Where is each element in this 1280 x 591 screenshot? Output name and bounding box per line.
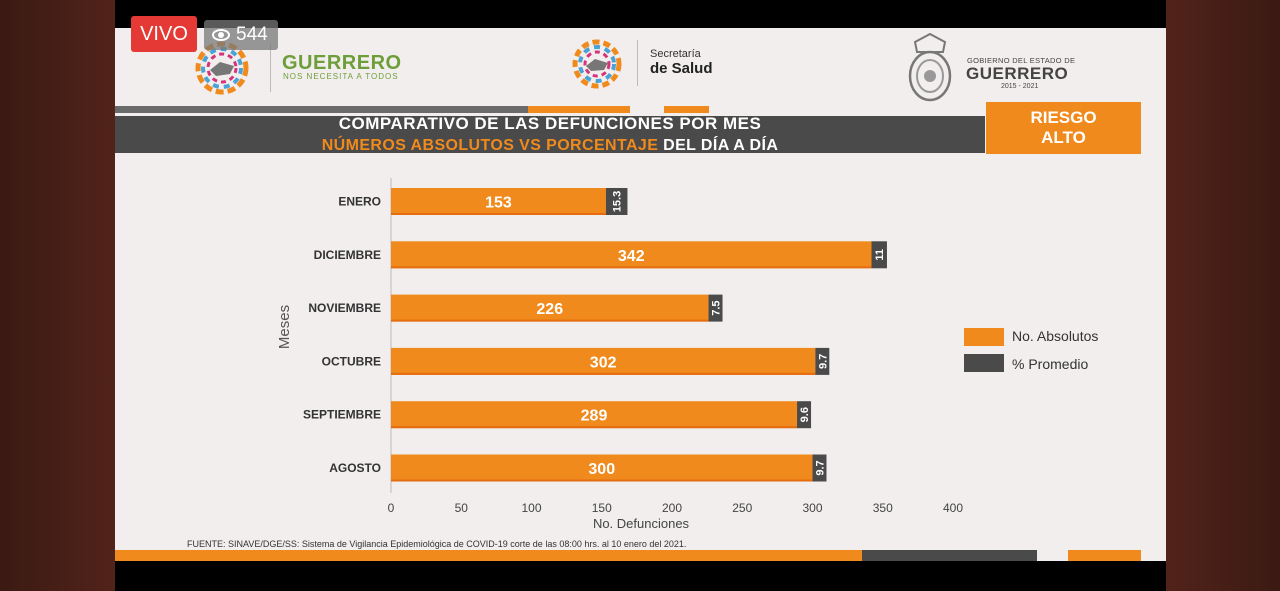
decor-strip [664, 106, 709, 113]
footer-strip [862, 550, 1037, 561]
category-label: AGOSTO [329, 461, 381, 475]
salud-label: de Salud [650, 60, 713, 77]
viewer-count-value: 544 [236, 24, 268, 45]
eye-icon [212, 29, 230, 41]
video-letterbox-bottom [115, 561, 1166, 591]
state-seal-icon [908, 32, 952, 102]
category-label: ENERO [338, 195, 381, 209]
title-banner [115, 116, 985, 153]
video-margin-left [0, 0, 115, 591]
viewer-count: 544 [204, 20, 278, 50]
x-tick-label: 350 [873, 501, 893, 515]
category-label: SEPTIEMBRE [303, 408, 381, 422]
data-label-absolutos: 300 [588, 461, 615, 478]
category-label: DICIEMBRE [314, 248, 381, 262]
risk-line2: ALTO [1041, 128, 1086, 147]
video-letterbox-top [115, 0, 1166, 28]
gobierno-label: GOBIERNO DEL ESTADO DE [967, 56, 1076, 65]
legend-swatch-absolutos [964, 328, 1004, 346]
gobierno-name: GUERRERO [966, 64, 1069, 83]
bar-absolutos [391, 188, 606, 215]
x-tick-label: 0 [388, 501, 395, 515]
live-badge: VIVO [131, 16, 197, 52]
bar-promedio [605, 188, 628, 215]
bar-absolutos-underline [391, 372, 816, 375]
category-label: NOVIEMBRE [308, 301, 381, 315]
video-margin-right [1166, 0, 1280, 591]
guerrero-brand-title: GUERRERO [282, 52, 402, 74]
footer-strip [115, 550, 862, 561]
subtitle-rest: DEL DÍA A DÍA [658, 137, 779, 154]
bar-absolutos [391, 454, 813, 482]
data-label-promedio: 9.7 [815, 460, 827, 475]
source-note: FUENTE: SINAVE/DGE/SS: Sistema de Vigila… [187, 539, 687, 549]
x-tick-label: 150 [592, 501, 612, 515]
x-tick-label: 200 [662, 501, 682, 515]
slide: GUERRERO NOS NECESITA A TODOS Secretaría… [115, 28, 1166, 561]
chart-title: COMPARATIVO DE LAS DEFUNCIONES POR MES [338, 114, 762, 133]
bar-chart: 0 50 100 150 200 250 300 350 400 No. Defunciones M… [276, 178, 963, 531]
data-label-absolutos: 153 [485, 195, 512, 212]
bar-promedio [797, 401, 812, 429]
data-label-absolutos: 342 [618, 248, 645, 265]
subtitle-highlight: NÚMEROS ABSOLUTOS VS PORCENTAJE [321, 137, 659, 154]
bar-promedio [815, 347, 830, 375]
bar-absolutos [391, 347, 816, 375]
chart-subtitle: NÚMEROS ABSOLUTOS VS PORCENTAJE DEL DÍA … [115, 137, 985, 155]
data-label-absolutos: 226 [536, 301, 563, 318]
logo-divider [637, 40, 638, 86]
bar-absolutos-underline [391, 266, 872, 269]
bar-promedio [812, 454, 827, 482]
y-axis-label: Meses [276, 305, 293, 349]
data-label-absolutos: 302 [590, 354, 617, 371]
data-label-absolutos: 289 [581, 408, 608, 425]
bar-promedio [871, 241, 887, 269]
legend-label-promedio: % Promedio [1012, 356, 1089, 372]
data-label-promedio: 9.6 [799, 407, 811, 422]
x-axis-label: No. Defunciones [593, 516, 690, 531]
risk-line1: RIESGO [1030, 108, 1097, 127]
bar-absolutos [391, 401, 798, 429]
bar-absolutos-underline [391, 426, 798, 429]
x-tick-label: 250 [732, 501, 752, 515]
decor-strip [528, 106, 630, 113]
logo-divider [270, 44, 271, 92]
legend-label-absolutos: No. Absolutos [1012, 328, 1099, 344]
data-label-promedio: 9.7 [817, 354, 829, 369]
secretaria-logo [572, 39, 622, 89]
risk-badge: RIESGO ALTO [986, 102, 1141, 154]
bar-absolutos [391, 294, 709, 322]
data-label-promedio: 7.5 [711, 300, 723, 315]
legend-swatch-promedio [964, 354, 1004, 372]
bar-absolutos-underline [391, 213, 606, 215]
bar-promedio [708, 294, 723, 322]
x-tick-label: 50 [455, 501, 469, 515]
decor-strip [115, 106, 528, 113]
x-tick-label: 400 [943, 501, 963, 515]
data-label-promedio: 15.3 [612, 191, 624, 212]
bar-absolutos [391, 241, 872, 269]
gobierno-years: 2015 - 2021 [1001, 83, 1039, 90]
secretaria-label: Secretaría [650, 48, 701, 60]
data-label-promedio: 11 [874, 249, 886, 261]
x-tick-label: 100 [521, 501, 541, 515]
bar-absolutos-underline [391, 319, 709, 322]
bar-absolutos-underline [391, 479, 813, 482]
guerrero-brand-subtitle: NOS NECESITA A TODOS [283, 72, 399, 81]
footer-strip [1068, 550, 1141, 561]
x-tick-label: 300 [802, 501, 822, 515]
category-label: OCTUBRE [322, 354, 381, 368]
